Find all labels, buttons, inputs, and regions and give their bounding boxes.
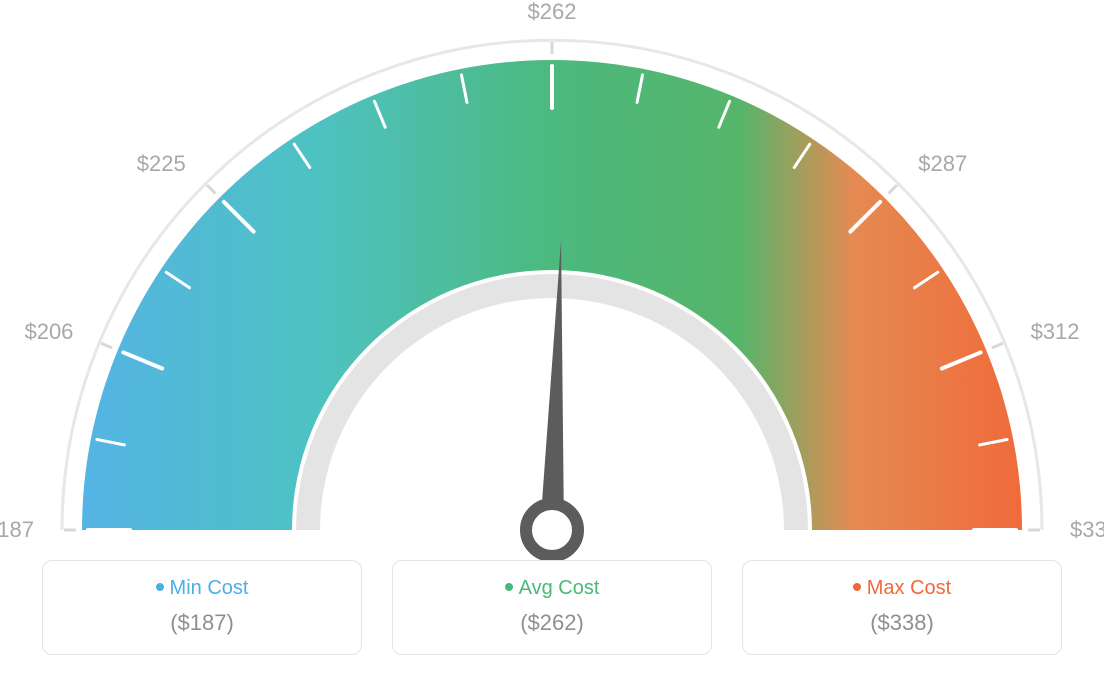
gauge-chart: $187 $206 $225 $262 $287 $312 $338 [0,0,1104,560]
legend-value-avg: ($262) [403,610,701,636]
legend-title-max: Max Cost [753,577,1051,600]
legend-title-min: Min Cost [53,577,351,600]
legend-value-min: ($187) [53,610,351,636]
legend-card-min: Min Cost ($187) [42,560,362,655]
legend-value-max: ($338) [753,610,1051,636]
legend-card-max: Max Cost ($338) [742,560,1062,655]
gauge-tick-label: $287 [918,151,967,177]
legend-label-max: Max Cost [867,577,951,599]
gauge-tick-label: $187 [0,517,34,543]
dot-icon [505,583,513,591]
gauge-tick-label: $312 [1031,319,1080,345]
dot-icon [853,583,861,591]
legend-title-avg: Avg Cost [403,577,701,600]
dot-icon [156,583,164,591]
legend-row: Min Cost ($187) Avg Cost ($262) Max Cost… [0,560,1104,655]
gauge-tick-label: $338 [1070,517,1104,543]
legend-card-avg: Avg Cost ($262) [392,560,712,655]
gauge-tick-label: $225 [137,151,186,177]
legend-label-min: Min Cost [170,577,249,599]
gauge-tick-label: $206 [24,319,73,345]
legend-label-avg: Avg Cost [519,577,600,599]
gauge-tick-label: $262 [528,0,577,25]
gauge-svg [0,0,1104,560]
